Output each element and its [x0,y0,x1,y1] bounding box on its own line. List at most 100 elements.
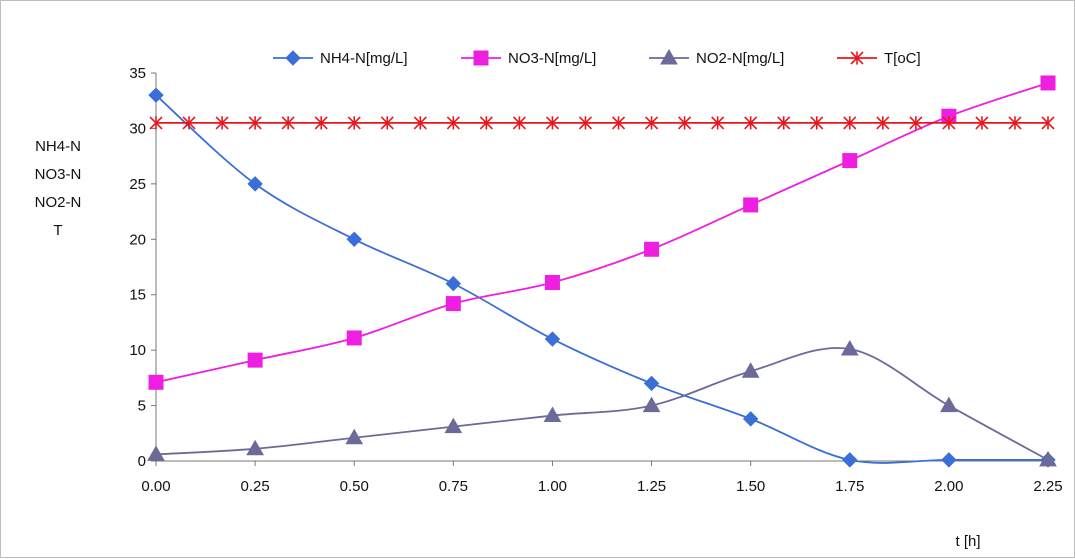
data-point [975,116,989,130]
legend-marker [850,51,864,65]
data-point [512,116,526,130]
data-point [148,87,164,103]
data-point [743,197,759,213]
data-point [479,116,493,130]
data-point [842,153,858,169]
x-tick-label: 1.75 [835,478,864,495]
data-point [876,116,890,130]
series-no3-n-mg-l [148,75,1056,390]
y-tick-label: 25 [129,176,146,193]
data-point [380,116,394,130]
data-point [544,331,561,347]
legend-marker [660,48,678,65]
data-point [247,352,263,368]
data-point [611,116,626,130]
data-point [744,116,758,130]
x-tick-label: 1.00 [538,478,567,495]
data-point [810,116,824,130]
data-point [909,116,923,130]
data-point [1039,450,1057,467]
x-tick-label: 0.25 [241,478,270,495]
data-point [148,374,164,390]
x-axis-label: t [h] [955,533,980,550]
y-tick-label: 30 [129,120,146,137]
series-nh4-n-mg-l [148,87,1056,468]
series-line [155,82,1049,384]
data-point [678,116,692,130]
series-layer [147,75,1057,468]
legend-marker [473,50,489,66]
data-point [1041,116,1055,130]
data-point [942,116,956,130]
data-point [643,375,660,392]
series-no2-n-mg-l [147,340,1057,467]
data-point [346,231,362,247]
data-point [842,452,858,468]
x-tick-label: 0.50 [340,478,369,495]
x-tick-label: 1.25 [637,478,666,495]
legend-item: NH4-N[mg/L] [273,50,408,67]
series-line [155,347,1049,461]
data-point [777,116,791,130]
data-point [642,396,661,413]
axes: 0 5 10 15 20 25 30 35 0.00 0.25 0.50 0.75 1.00 1.25 1.… [129,65,1062,495]
legend: NH4-N[mg/L] NO3-N[mg/L] NO2-N[mg/L] T[oC] [273,48,921,67]
data-point [543,406,562,423]
data-point [444,417,463,434]
legend-label: NH4-N[mg/L] [320,50,408,67]
data-point [246,439,264,456]
data-point [1040,75,1056,91]
y-tick-label: 20 [129,231,146,248]
series-t-oc [149,116,1055,130]
data-point [941,452,957,468]
data-point [545,116,560,130]
data-point [147,445,165,461]
legend-item: NO2-N[mg/L] [649,48,784,67]
x-tick-label: 1.50 [736,478,765,495]
legend-item: T[oC] [837,50,921,67]
data-point [345,428,364,445]
y-axis-label-line: NH4-N [35,138,81,155]
y-axis-label-line: NO3-N [35,166,82,183]
data-point [742,411,759,427]
data-point [149,116,163,130]
y-axis-label: NH4-N NO3-N NO2-N T [35,138,82,239]
data-point [644,241,660,257]
data-point [446,116,460,130]
data-point [644,116,659,130]
y-axis-label-line: T [53,222,62,239]
data-point [840,340,859,356]
legend-label: NO2-N[mg/L] [696,50,784,67]
x-tick-label: 0.00 [141,478,170,495]
data-point [413,116,427,130]
data-point [314,116,328,130]
data-point [182,116,196,130]
data-point [544,275,560,291]
x-tick-label: 0.75 [439,478,468,495]
data-point [843,116,857,130]
legend-label: NO3-N[mg/L] [508,50,596,67]
x-tick-label: 2.25 [1033,478,1062,495]
data-point [741,362,760,378]
legend-item: NO3-N[mg/L] [461,50,596,67]
y-tick-label: 15 [129,287,146,304]
data-point [346,330,362,346]
series-line [155,94,1048,464]
data-point [248,116,262,130]
data-point [445,296,461,312]
x-tick-label: 2.00 [934,478,963,495]
data-point [215,116,229,130]
data-point [940,396,958,413]
data-point [445,275,462,292]
legend-label: T[oC] [884,50,921,67]
data-point [281,116,295,130]
data-point [247,176,263,192]
y-tick-label: 5 [138,398,146,415]
y-tick-label: 35 [129,65,146,82]
data-point [711,116,725,130]
y-tick-label: 0 [138,453,146,470]
y-tick-label: 10 [129,342,146,359]
data-point [578,116,593,130]
